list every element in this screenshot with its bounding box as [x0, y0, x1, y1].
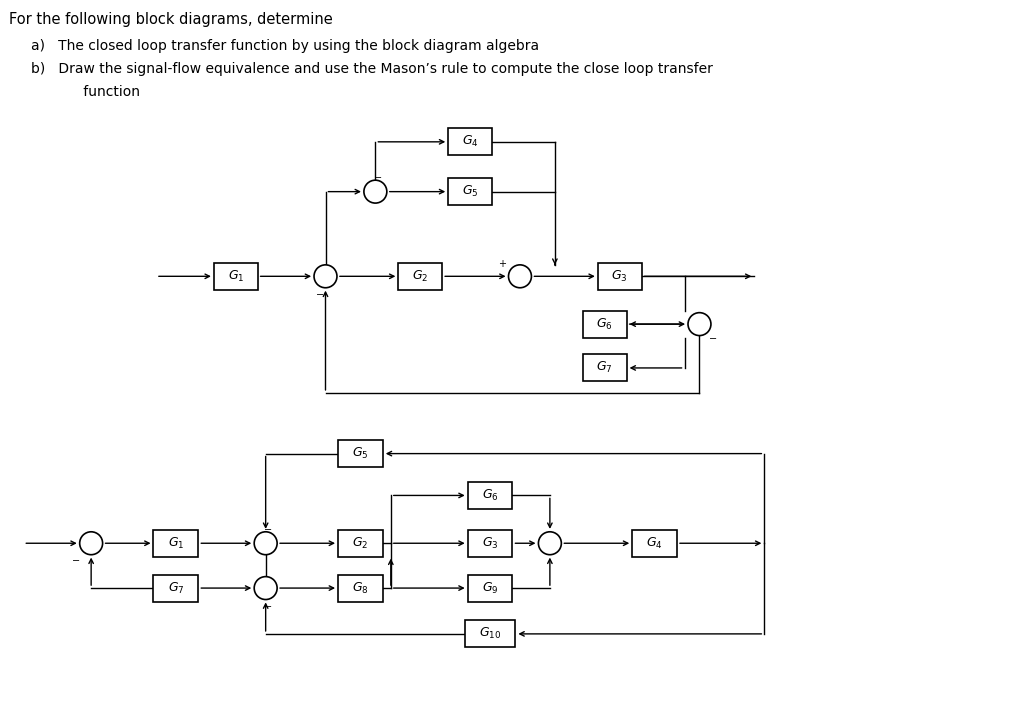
Circle shape: [364, 180, 387, 203]
FancyBboxPatch shape: [464, 621, 515, 647]
FancyBboxPatch shape: [467, 482, 512, 509]
Text: $G_5$: $G_5$: [353, 446, 369, 461]
FancyBboxPatch shape: [398, 263, 442, 289]
Circle shape: [314, 265, 337, 288]
FancyBboxPatch shape: [597, 263, 642, 289]
Text: $G_4$: $G_4$: [646, 536, 662, 551]
FancyBboxPatch shape: [467, 530, 512, 557]
FancyBboxPatch shape: [467, 575, 512, 602]
Text: $G_1$: $G_1$: [168, 536, 184, 551]
FancyBboxPatch shape: [153, 575, 198, 602]
FancyBboxPatch shape: [153, 530, 198, 557]
Text: function: function: [57, 85, 140, 99]
FancyBboxPatch shape: [213, 263, 258, 289]
Text: $G_2$: $G_2$: [412, 269, 429, 284]
FancyBboxPatch shape: [338, 530, 383, 557]
Text: $G_3$: $G_3$: [612, 269, 628, 284]
Text: $G_3$: $G_3$: [482, 536, 498, 551]
Text: $G_{10}$: $G_{10}$: [479, 626, 501, 642]
Text: $G_1$: $G_1$: [228, 269, 244, 284]
FancyBboxPatch shape: [632, 530, 677, 557]
Text: $-$: $-$: [708, 332, 717, 342]
Circle shape: [254, 577, 277, 599]
Text: $-$: $-$: [373, 171, 382, 181]
Circle shape: [508, 265, 531, 288]
Text: $G_6$: $G_6$: [596, 316, 613, 332]
Text: $-$: $-$: [263, 523, 272, 533]
Text: $-$: $-$: [263, 599, 272, 609]
Text: $G_4$: $G_4$: [461, 134, 479, 150]
Text: $-$: $-$: [315, 288, 324, 298]
Circle shape: [79, 532, 103, 555]
Circle shape: [688, 313, 711, 335]
Circle shape: [538, 532, 562, 555]
Text: For the following block diagrams, determine: For the following block diagrams, determ…: [9, 12, 333, 28]
Text: $G_6$: $G_6$: [482, 488, 499, 503]
Text: $G_7$: $G_7$: [168, 580, 184, 596]
FancyBboxPatch shape: [448, 178, 492, 205]
Text: $+$: $+$: [499, 258, 508, 269]
Text: b)   Draw the signal-flow equivalence and use the Mason’s rule to compute the cl: b) Draw the signal-flow equivalence and …: [31, 62, 713, 76]
FancyBboxPatch shape: [338, 575, 383, 602]
FancyBboxPatch shape: [448, 128, 492, 155]
FancyBboxPatch shape: [583, 311, 627, 337]
Circle shape: [254, 532, 277, 555]
FancyBboxPatch shape: [583, 354, 627, 381]
Text: $G_5$: $G_5$: [462, 184, 479, 199]
Text: a)   The closed loop transfer function by using the block diagram algebra: a) The closed loop transfer function by …: [31, 40, 539, 53]
Text: $G_8$: $G_8$: [353, 580, 369, 596]
Text: $-$: $-$: [71, 554, 80, 563]
Text: $G_9$: $G_9$: [482, 580, 498, 596]
Text: $G_7$: $G_7$: [596, 360, 613, 376]
Text: $G_2$: $G_2$: [353, 536, 369, 551]
FancyBboxPatch shape: [338, 440, 383, 467]
